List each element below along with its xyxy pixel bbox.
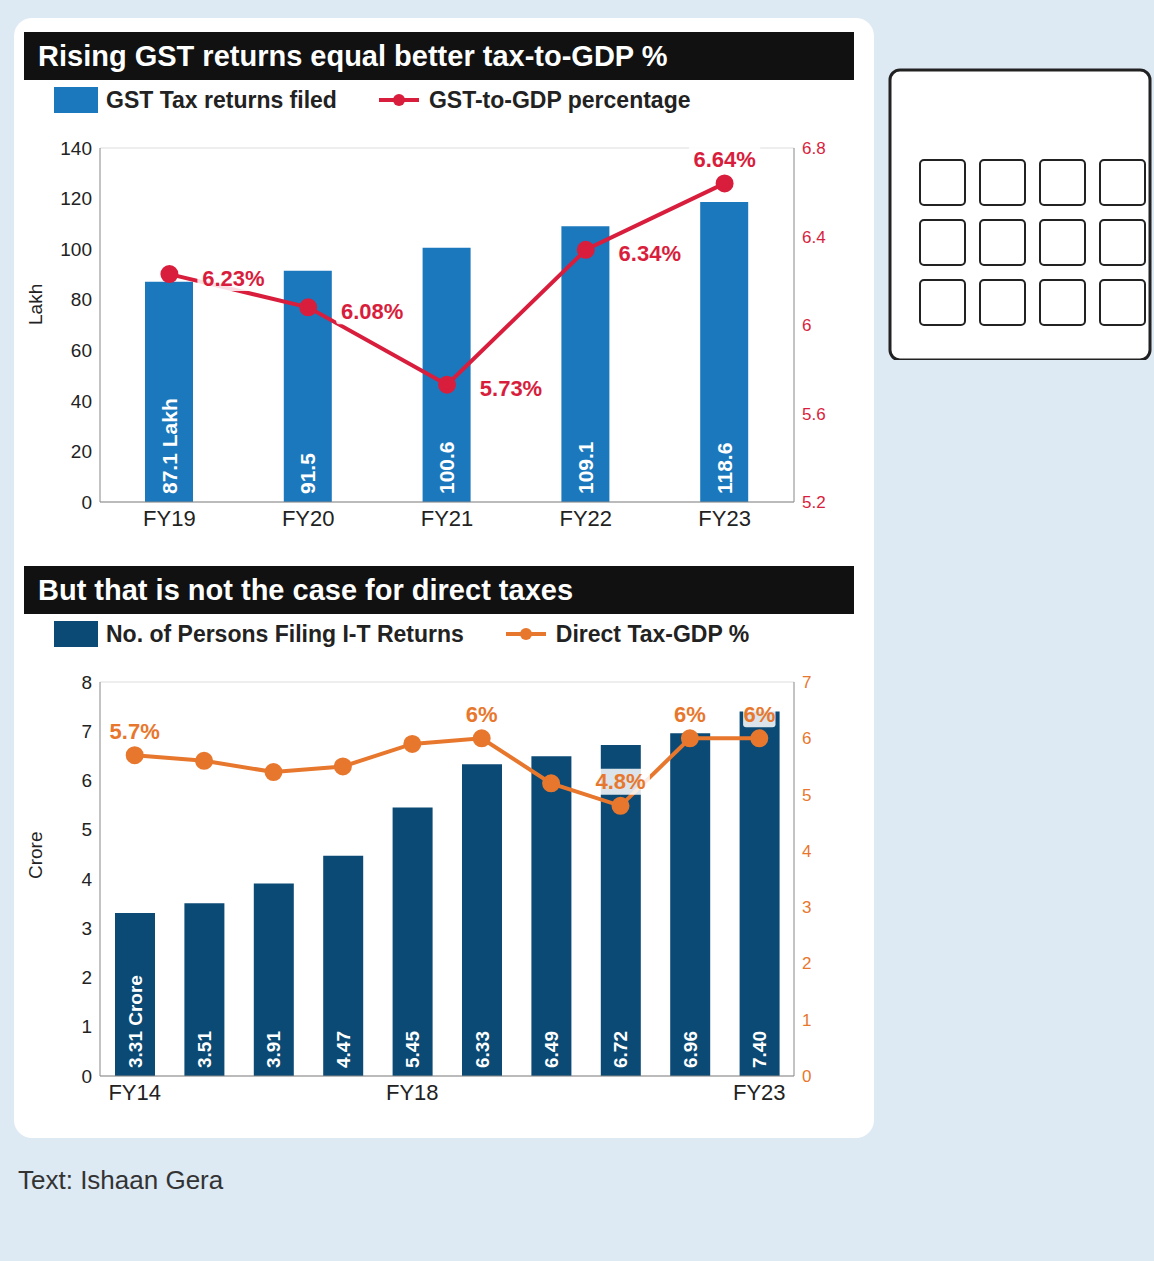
svg-text:6%: 6% [466,702,498,727]
svg-text:60: 60 [71,340,92,361]
svg-text:6%: 6% [674,702,706,727]
svg-text:FY18: FY18 [386,1080,439,1105]
svg-text:FY23: FY23 [733,1080,786,1105]
svg-text:100.6: 100.6 [435,441,458,494]
svg-text:FY14: FY14 [108,1080,161,1105]
svg-text:3.31 Crore: 3.31 Crore [125,975,146,1068]
svg-text:2: 2 [802,954,811,973]
svg-text:FY21: FY21 [421,506,474,531]
svg-text:4.47: 4.47 [333,1031,354,1068]
svg-text:7: 7 [802,673,811,692]
svg-text:Lakh: Lakh [25,284,46,325]
svg-text:6.64%: 6.64% [693,147,755,172]
svg-text:6%: 6% [743,702,775,727]
svg-text:3.91: 3.91 [263,1031,284,1068]
svg-text:4.8%: 4.8% [595,769,645,794]
html-text:No. of Persons Filing I-T Retu: No. of Persons Filing I-T Returns [106,620,464,647]
svg-text:6.4: 6.4 [802,228,826,247]
svg-text:6.49: 6.49 [541,1031,562,1068]
svg-text:6: 6 [802,729,811,748]
svg-text:100: 100 [60,239,92,260]
svg-text:3: 3 [802,898,811,917]
svg-text:1: 1 [802,1011,811,1030]
html-text:GST-to-GDP percentage: GST-to-GDP percentage [428,86,691,113]
svg-text:8: 8 [81,672,92,693]
svg-text:6.08%: 6.08% [341,299,403,324]
svg-text:5.2: 5.2 [802,493,826,512]
svg-text:FY23: FY23 [698,506,751,531]
svg-text:0: 0 [81,1066,92,1087]
html-text:GST Tax returns filed: GST Tax returns filed [106,86,337,113]
svg-text:6.72: 6.72 [610,1031,631,1068]
svg-text:6.8: 6.8 [802,139,826,158]
svg-text:80: 80 [71,289,92,310]
svg-text:5.6: 5.6 [802,405,826,424]
svg-text:40: 40 [71,391,92,412]
svg-text:6: 6 [802,316,811,335]
html-text:Text: Ishaan Gera: Text: Ishaan Gera [18,1165,224,1195]
svg-text:140: 140 [60,138,92,159]
svg-text:0: 0 [802,1067,811,1086]
svg-text:6.23%: 6.23% [202,266,264,291]
html-text:But that is not the case for d: But that is not the case for direct taxe… [38,574,573,606]
svg-text:91.5: 91.5 [296,453,319,494]
svg-text:4: 4 [802,842,811,861]
svg-text:4: 4 [81,869,92,890]
svg-text:5: 5 [802,786,811,805]
svg-text:FY20: FY20 [282,506,335,531]
svg-text:1: 1 [81,1016,92,1037]
svg-text:3: 3 [81,918,92,939]
svg-text:2: 2 [81,967,92,988]
svg-text:5.7%: 5.7% [110,719,160,744]
svg-text:5: 5 [81,819,92,840]
svg-text:7.40: 7.40 [749,1031,770,1068]
svg-text:6.33: 6.33 [472,1031,493,1068]
svg-text:5.45: 5.45 [402,1031,423,1068]
svg-text:6: 6 [81,770,92,791]
html-text:Rising GST returns equal bette: Rising GST returns equal better tax-to-G… [38,40,668,72]
html-text:Direct Tax-GDP %: Direct Tax-GDP % [555,620,750,647]
svg-text:FY19: FY19 [143,506,196,531]
svg-text:6.34%: 6.34% [619,241,681,266]
svg-text:3.51: 3.51 [194,1031,215,1068]
svg-text:Crore: Crore [25,831,46,879]
svg-text:120: 120 [60,188,92,209]
svg-text:5.73%: 5.73% [480,376,542,401]
svg-text:0: 0 [81,492,92,513]
svg-text:118.6: 118.6 [713,443,736,494]
svg-text:20: 20 [71,441,92,462]
svg-text:FY22: FY22 [560,506,613,531]
svg-text:6.96: 6.96 [680,1031,701,1068]
svg-text:7: 7 [81,721,92,742]
svg-text:87.1 Lakh: 87.1 Lakh [158,398,181,494]
svg-text:109.1: 109.1 [574,441,597,494]
